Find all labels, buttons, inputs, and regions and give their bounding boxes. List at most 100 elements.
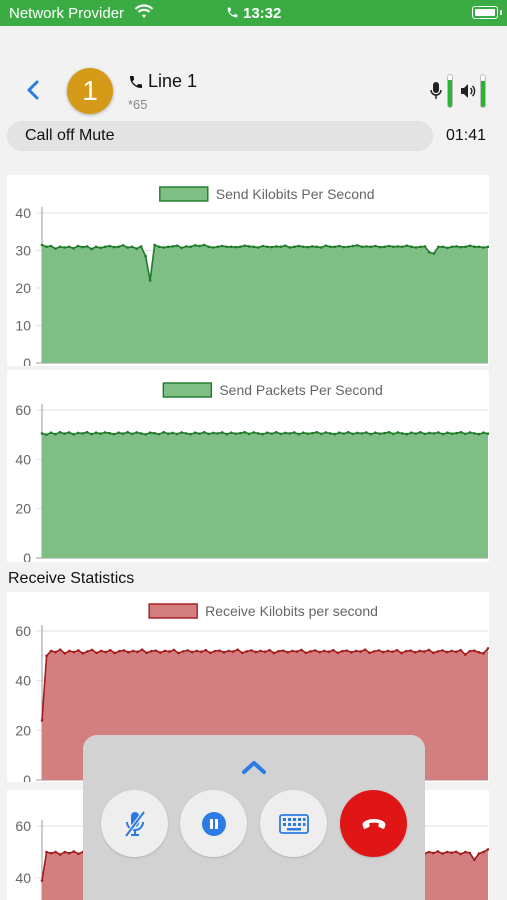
hold-button[interactable] [180, 790, 247, 857]
data-point [243, 430, 247, 434]
data-point [410, 245, 413, 249]
data-point [40, 719, 44, 722]
data-point [301, 245, 305, 249]
data-point [243, 244, 247, 247]
data-point [468, 244, 472, 247]
series-area [42, 432, 488, 558]
data-point [90, 648, 94, 652]
data-point [338, 244, 341, 248]
data-point [45, 433, 48, 436]
data-point [145, 651, 148, 655]
data-point [378, 432, 382, 435]
mute-toggle-button[interactable]: Call off Mute [7, 121, 433, 151]
data-point [329, 245, 332, 249]
data-point [172, 648, 176, 652]
data-point [245, 650, 249, 653]
data-point [220, 244, 224, 248]
data-point [427, 648, 431, 652]
data-point [247, 432, 251, 436]
data-point [67, 431, 71, 434]
data-point [99, 432, 102, 435]
legend-label: Send Packets Per Second [219, 382, 382, 398]
send-kbps-svg: Send Kilobits Per Second 0 10 20 30 40 [15, 186, 489, 366]
data-point [118, 649, 121, 653]
keypad-button[interactable] [260, 790, 327, 857]
data-point [254, 650, 258, 654]
y-tick-label: 20 [15, 280, 31, 296]
data-point [186, 649, 189, 652]
y-tick-label: 10 [15, 318, 31, 334]
data-point [396, 245, 400, 248]
data-point [130, 245, 134, 249]
data-point [211, 246, 215, 249]
data-point [295, 650, 299, 653]
status-bar: Network Provider 13:32 [0, 0, 507, 26]
data-point [99, 649, 103, 653]
data-point [199, 650, 203, 654]
data-point [277, 649, 280, 653]
data-point [333, 245, 337, 249]
data-point [459, 852, 462, 856]
data-point [404, 649, 408, 653]
data-point [72, 850, 76, 853]
data-point [454, 850, 458, 854]
data-point [144, 433, 147, 436]
data-point [292, 245, 296, 249]
data-point [304, 651, 308, 655]
data-point [190, 650, 194, 654]
data-point [464, 432, 467, 436]
data-point [268, 648, 271, 652]
data-point [387, 244, 391, 248]
data-point [252, 431, 256, 434]
data-point [315, 245, 319, 249]
data-point [351, 432, 355, 436]
data-point [126, 246, 129, 249]
data-point [477, 852, 481, 855]
data-point [49, 852, 53, 855]
data-point [347, 430, 350, 434]
data-point [482, 850, 485, 854]
data-point [240, 651, 244, 655]
data-point [108, 431, 111, 435]
data-point [103, 245, 107, 249]
y-tick-label: 40 [15, 673, 31, 689]
speaker-level-bar [480, 74, 486, 108]
y-tick-label: 60 [15, 402, 31, 418]
receive-statistics-heading: Receive Statistics [8, 570, 135, 587]
data-point [374, 244, 377, 248]
data-point [231, 650, 235, 653]
mute-button[interactable] [101, 790, 168, 857]
data-point [331, 648, 335, 652]
data-point [90, 247, 93, 251]
data-point [159, 651, 162, 654]
data-point [81, 652, 85, 655]
hangup-button[interactable] [340, 790, 407, 857]
data-point [121, 243, 125, 247]
send-kbps-chart: Send Kilobits Per Second 0 10 20 30 40 [7, 175, 489, 366]
data-point [318, 650, 321, 654]
data-point [288, 246, 292, 249]
data-point [281, 649, 285, 652]
data-point [463, 850, 467, 854]
data-point [301, 431, 305, 434]
data-point [58, 245, 62, 249]
legend-label: Send Kilobits Per Second [216, 186, 375, 202]
data-point [477, 651, 481, 654]
data-point [236, 648, 239, 651]
data-point [374, 431, 377, 434]
line-title: Line 1 [128, 71, 197, 92]
data-point [459, 430, 463, 434]
data-point [63, 246, 66, 249]
data-point [112, 245, 116, 249]
data-point [432, 651, 435, 655]
y-tick-label: 30 [15, 243, 31, 259]
data-point [40, 879, 44, 882]
back-button[interactable] [22, 78, 46, 102]
pause-icon [201, 811, 226, 836]
chevron-up-icon[interactable] [239, 755, 269, 779]
data-point [225, 245, 229, 249]
data-point [189, 432, 192, 436]
data-point [85, 430, 89, 434]
data-point [227, 649, 230, 653]
data-point [311, 245, 314, 248]
